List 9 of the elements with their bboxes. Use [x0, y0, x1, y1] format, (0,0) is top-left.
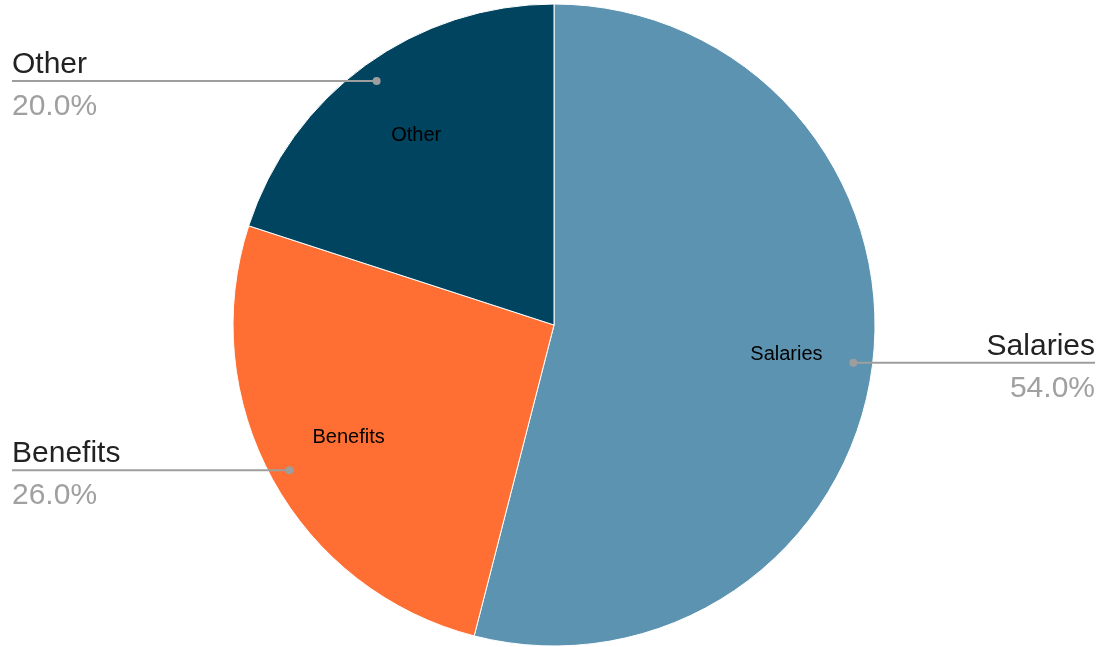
- slice-label: Other: [12, 45, 88, 79]
- slice-label: Salaries: [986, 327, 1095, 361]
- slice-label: Benefits: [12, 435, 121, 469]
- slice-label: Benefits: [312, 425, 385, 448]
- data-label: 20.0%: [12, 87, 98, 121]
- data-label: 26.0%: [12, 477, 98, 511]
- slice-label: Other: [391, 122, 442, 145]
- slice-label: Salaries: [750, 341, 823, 364]
- data-label: 54.0%: [1009, 369, 1095, 403]
